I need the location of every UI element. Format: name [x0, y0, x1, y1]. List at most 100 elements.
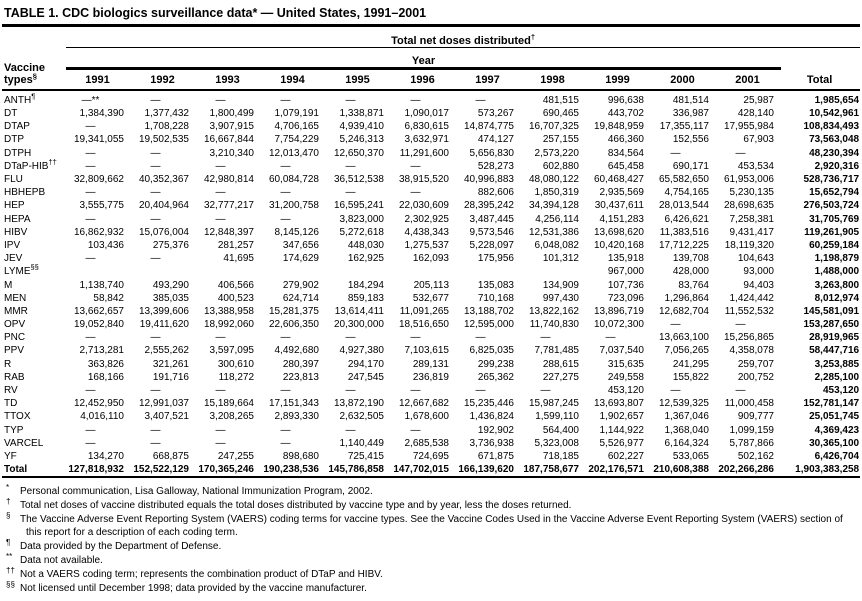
row-label: TYP	[4, 424, 24, 436]
cell: 25,051,745	[809, 411, 860, 423]
cell: 1,275,537	[404, 239, 450, 251]
cell: 202,176,571	[588, 464, 644, 476]
cell: 859,183	[347, 292, 384, 304]
cell: 1,384,390	[79, 108, 125, 120]
cell: —	[735, 385, 746, 397]
cell: —	[670, 147, 681, 159]
cell: —	[410, 187, 421, 199]
table-row: DTAP — 1,708,228 3,907,915 4,706,165 4,939,41…	[2, 120, 860, 133]
cell: 11,740,830	[529, 319, 579, 331]
cell: 909,777	[737, 411, 774, 423]
cell: 385,035	[152, 292, 189, 304]
cell: 4,754,165	[664, 187, 710, 199]
row-label: IPV	[4, 239, 21, 251]
cell: 210,608,388	[653, 464, 709, 476]
cell: 13,698,620	[593, 226, 644, 238]
cell: —	[150, 187, 161, 199]
cell: 28,698,635	[723, 200, 774, 212]
cell: 1,144,922	[599, 424, 645, 436]
cell: 22,030,609	[398, 200, 449, 212]
cell: 453,120	[822, 385, 860, 397]
table-row: FLU 32,809,662 40,352,367 42,980,814 60,084,…	[2, 173, 860, 186]
cell: 135,083	[477, 279, 514, 291]
cell: 15,189,664	[203, 398, 254, 410]
cell: 3,555,775	[79, 200, 125, 212]
table-body: ANTH¶ —** — — — — — — 481,515 996,638 481,514 25,98…	[2, 90, 861, 478]
cell: 5,656,830	[469, 147, 515, 159]
cell: 7,037,540	[599, 345, 645, 357]
cell: 38,915,520	[398, 174, 449, 186]
cell: 19,052,840	[73, 319, 124, 331]
row-label: TD	[4, 398, 18, 410]
row-label: R	[4, 358, 12, 370]
cell: 139,708	[672, 253, 709, 265]
cell: 34,394,128	[528, 200, 579, 212]
cell: 5,228,097	[469, 239, 515, 251]
cell: 48,230,394	[809, 147, 860, 159]
cell: 3,823,000	[339, 213, 385, 225]
row-label: PPV	[4, 345, 25, 357]
cell: 101,312	[542, 253, 579, 265]
cell: —	[410, 385, 421, 397]
cell: 428,140	[737, 108, 774, 120]
cell: 6,164,324	[664, 437, 710, 449]
cell: 279,902	[282, 279, 319, 291]
cell: 1,338,871	[339, 108, 385, 120]
cell: 2,685,538	[404, 437, 450, 449]
cell: —	[215, 424, 226, 436]
table-row: HBHEPB — — — — — — 882,606 1,850,319 2,935,569 4,7…	[2, 186, 860, 199]
cell: —	[150, 253, 161, 265]
table-row: HEPA — — — — 3,823,000 2,302,925 3,487,445 4,256…	[2, 213, 860, 226]
row-label: Total	[4, 464, 28, 476]
cell: —	[345, 160, 356, 172]
cell: —	[150, 213, 161, 225]
cell: 718,185	[542, 450, 579, 462]
cell: 15,987,245	[528, 398, 579, 410]
footnote: ** Data not available.	[6, 551, 103, 567]
cell: 12,595,000	[463, 319, 514, 331]
cell: 13,662,657	[73, 305, 124, 317]
cell: 2,285,100	[814, 371, 860, 383]
cell: 3,632,971	[404, 134, 450, 146]
cell: 19,502,535	[138, 134, 189, 146]
cell: 1,599,110	[535, 411, 579, 423]
cell	[196, 265, 261, 278]
cell: 12,013,470	[268, 147, 319, 159]
cell: 602,227	[607, 450, 644, 462]
cell: —	[345, 385, 356, 397]
cell: 28,013,544	[658, 200, 709, 212]
row-label: PNC	[4, 332, 26, 344]
cell: 3,407,521	[144, 411, 190, 423]
cell: 145,581,091	[803, 305, 860, 317]
cell: 834,564	[607, 147, 644, 159]
cell: 13,399,606	[138, 305, 189, 317]
cell: 321,261	[152, 358, 189, 370]
cell: 73,563,048	[809, 134, 860, 146]
table-row: DTP 19,341,055 19,502,535 16,667,844 7,754,2…	[2, 133, 860, 146]
column-header-1992: 1992	[131, 68, 196, 91]
cell: 1,140,449	[339, 437, 385, 449]
cell: 448,030	[347, 239, 384, 251]
row-label: LYME§§	[4, 263, 39, 278]
cell: 428,000	[672, 266, 709, 278]
cell: 127,818,932	[68, 464, 124, 476]
cell: —	[670, 385, 681, 397]
cell: 3,907,915	[209, 121, 255, 133]
cell: 94,403	[743, 279, 774, 291]
cell: —	[280, 160, 291, 172]
cell: 170,365,246	[198, 464, 254, 476]
cell: 347,656	[282, 239, 319, 251]
group-header-sup: †	[530, 32, 536, 42]
row-label: FLU	[4, 174, 23, 186]
cell: 898,680	[282, 450, 319, 462]
row-label: HBHEPB	[4, 187, 46, 199]
column-header-1997: 1997	[456, 68, 521, 91]
cell: 4,016,110	[80, 411, 124, 423]
cell: 152,781,147	[803, 398, 860, 410]
cell: 31,200,758	[268, 200, 319, 212]
cell: 257,155	[542, 134, 579, 146]
cell	[131, 265, 196, 278]
row-label-sup: §§	[30, 263, 39, 273]
table-row: ANTH¶ —** — — — — — — 481,515 996,638 481,514 25,98…	[2, 90, 860, 107]
cell: 723,096	[607, 292, 644, 304]
